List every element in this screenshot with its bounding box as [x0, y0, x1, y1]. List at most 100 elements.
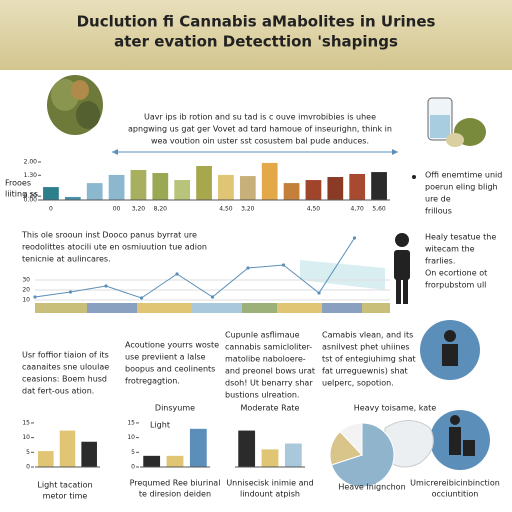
bar	[284, 443, 302, 467]
y-tick-label: 1.30	[24, 172, 38, 179]
cannabis-bud	[47, 75, 103, 135]
y-tick-label: 0	[26, 464, 30, 471]
y-tick-label: 10	[22, 297, 30, 304]
bar	[174, 180, 191, 200]
column-text: Camabis vlean, and its	[322, 331, 413, 340]
point	[317, 291, 321, 295]
bar	[81, 441, 97, 467]
bar	[38, 451, 54, 467]
x-tick-label: 5,60	[372, 206, 386, 213]
y-tick-label: 20	[22, 287, 30, 294]
x-tick-label: 4,50	[307, 206, 321, 213]
point	[68, 290, 73, 294]
intro-text: wea voution oin uster sst cosustem bal p…	[151, 137, 369, 146]
point	[281, 263, 286, 267]
header-band	[0, 0, 512, 70]
column-text: ceasions: Boem husd	[22, 375, 107, 384]
intro-text: apngwing us gat ger Vovet ad tard hamoue…	[128, 125, 392, 134]
bar	[189, 428, 207, 467]
chart-label: Heave Inignchon	[338, 483, 405, 492]
y-tick-label: 15	[22, 419, 30, 426]
note: poerun eling bligh	[425, 183, 498, 192]
column-text: dsoh! Ut benarry shar	[225, 379, 313, 388]
column-text: uelperc, sopotion.	[322, 379, 394, 388]
point	[352, 236, 357, 240]
column-text: tst of entegiuhimg shat	[322, 355, 416, 364]
bar	[166, 455, 184, 467]
glow	[300, 260, 385, 290]
bar	[261, 449, 279, 467]
x-tick-label: 3,20	[241, 206, 255, 213]
chart-label: Prequmed Ree biurinal	[130, 479, 221, 488]
x-tick-label: 4,50	[219, 206, 233, 213]
title: ater evation Detecttion 'shapings	[114, 33, 398, 51]
point	[175, 272, 179, 276]
pie-slice	[330, 422, 395, 488]
chart-label: lindount atpish	[240, 490, 300, 499]
bar	[108, 174, 125, 200]
y-tick-label: 0	[131, 464, 135, 471]
icon-person	[420, 320, 480, 380]
icon-worker	[430, 410, 490, 470]
y-tick-label: 0.00	[24, 197, 38, 204]
y-tick-label: 0.20	[24, 193, 38, 200]
bar	[130, 169, 147, 200]
note: frarlies.	[425, 257, 455, 266]
note: frillous	[425, 207, 452, 216]
chart-label: metor time	[43, 492, 88, 501]
y-tick-label: 10	[22, 434, 30, 441]
y-tick-label: 10	[127, 434, 135, 441]
point	[104, 284, 108, 288]
bar	[283, 183, 300, 200]
note: Healy tesatue the	[425, 233, 496, 242]
middle-text: This ole srooun inst Dooco panus byrrat …	[21, 231, 197, 240]
pie-slice	[339, 422, 363, 457]
note: ure de	[425, 195, 451, 204]
chart-title: Moderate Rate	[241, 404, 300, 413]
column-text: frotregagtion.	[125, 377, 180, 386]
y-tick-label: 2.00	[24, 159, 38, 166]
y-tick-label: 30	[22, 277, 30, 284]
line	[34, 237, 355, 299]
point	[210, 295, 215, 299]
x-tick-label: 00	[113, 206, 121, 213]
column-text: use previient a lalse	[125, 353, 206, 362]
chart-title: Heavy toisame, kate	[354, 404, 437, 413]
column-text: Usr foffior tiaion of its	[22, 351, 109, 360]
chart-label: Light tacation	[37, 481, 92, 490]
note: Offi enemtime unid	[425, 171, 502, 180]
intro-text: Uavr ips ib rotion and su tad is c ouve …	[144, 113, 376, 122]
bar	[143, 455, 161, 467]
y-tick-label: 5	[26, 449, 30, 456]
column-text: dat fert-ous ation.	[22, 387, 94, 396]
point	[246, 266, 250, 270]
strip	[35, 303, 390, 313]
x-tick-label: 4,70	[351, 206, 365, 213]
bar	[218, 174, 234, 200]
bar	[86, 183, 103, 200]
bar	[64, 196, 81, 200]
bullet	[412, 175, 416, 179]
bar	[239, 176, 256, 200]
side-label: Frooes	[5, 179, 31, 188]
bar	[327, 177, 344, 200]
bar	[43, 187, 59, 200]
middle-text: reodolittes atocili ute en osmiuution tu…	[22, 243, 207, 252]
column-text: boopus and ceolinents	[125, 365, 215, 374]
column-text: Acoutione yourrs woste	[125, 341, 219, 350]
column-text: matolibe naboloere-	[225, 355, 306, 364]
bar	[261, 162, 278, 200]
chart-label: te diresion deiden	[139, 490, 211, 499]
chart-subtitle: Light	[150, 421, 170, 430]
note: witecam the	[425, 245, 475, 254]
column-text: fat urreguewnis) shat	[322, 367, 408, 376]
beaker	[427, 97, 486, 147]
bar	[238, 430, 256, 467]
point	[139, 296, 144, 300]
x-tick-label: 3,20	[132, 206, 146, 213]
column-text: Cupunle asflimaue	[225, 331, 300, 340]
x-tick-label: 0	[49, 206, 53, 213]
column-text: and preonel bows urat	[225, 367, 315, 376]
bar	[371, 172, 387, 200]
bar	[305, 180, 322, 200]
